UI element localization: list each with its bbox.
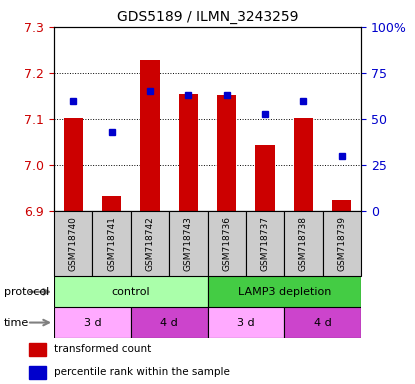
FancyBboxPatch shape	[169, 211, 208, 276]
Text: transformed count: transformed count	[54, 344, 151, 354]
Text: 4 d: 4 d	[160, 318, 178, 328]
Text: 3 d: 3 d	[237, 318, 255, 328]
Text: 3 d: 3 d	[83, 318, 101, 328]
Text: GSM718740: GSM718740	[68, 217, 78, 271]
Text: GSM718737: GSM718737	[261, 216, 270, 271]
FancyBboxPatch shape	[246, 211, 284, 276]
Text: LAMP3 depletion: LAMP3 depletion	[237, 287, 331, 297]
Bar	[294, 118, 313, 211]
FancyBboxPatch shape	[54, 307, 131, 338]
Bar	[102, 197, 121, 211]
FancyBboxPatch shape	[208, 276, 361, 307]
Text: GSM718738: GSM718738	[299, 216, 308, 271]
FancyBboxPatch shape	[54, 211, 93, 276]
Text: time: time	[4, 318, 29, 328]
FancyBboxPatch shape	[208, 307, 284, 338]
FancyBboxPatch shape	[323, 211, 361, 276]
Text: 4 d: 4 d	[314, 318, 332, 328]
Bar	[256, 145, 275, 211]
FancyBboxPatch shape	[284, 307, 361, 338]
FancyBboxPatch shape	[131, 307, 208, 338]
FancyBboxPatch shape	[131, 211, 169, 276]
Bar	[179, 94, 198, 211]
Bar	[140, 60, 159, 211]
Bar	[217, 95, 236, 211]
Bar	[29, 366, 46, 379]
FancyBboxPatch shape	[284, 211, 323, 276]
Bar	[29, 343, 46, 356]
Bar	[63, 118, 83, 211]
Bar	[332, 200, 352, 211]
Title: GDS5189 / ILMN_3243259: GDS5189 / ILMN_3243259	[117, 10, 298, 25]
Text: percentile rank within the sample: percentile rank within the sample	[54, 367, 230, 377]
Text: GSM718741: GSM718741	[107, 217, 116, 271]
Text: GSM718742: GSM718742	[145, 217, 154, 271]
FancyBboxPatch shape	[54, 276, 208, 307]
Text: GSM718739: GSM718739	[337, 216, 347, 271]
FancyBboxPatch shape	[93, 211, 131, 276]
Text: GSM718743: GSM718743	[184, 217, 193, 271]
Text: GSM718736: GSM718736	[222, 216, 231, 271]
FancyBboxPatch shape	[208, 211, 246, 276]
Text: protocol: protocol	[4, 287, 49, 297]
Text: control: control	[111, 287, 150, 297]
